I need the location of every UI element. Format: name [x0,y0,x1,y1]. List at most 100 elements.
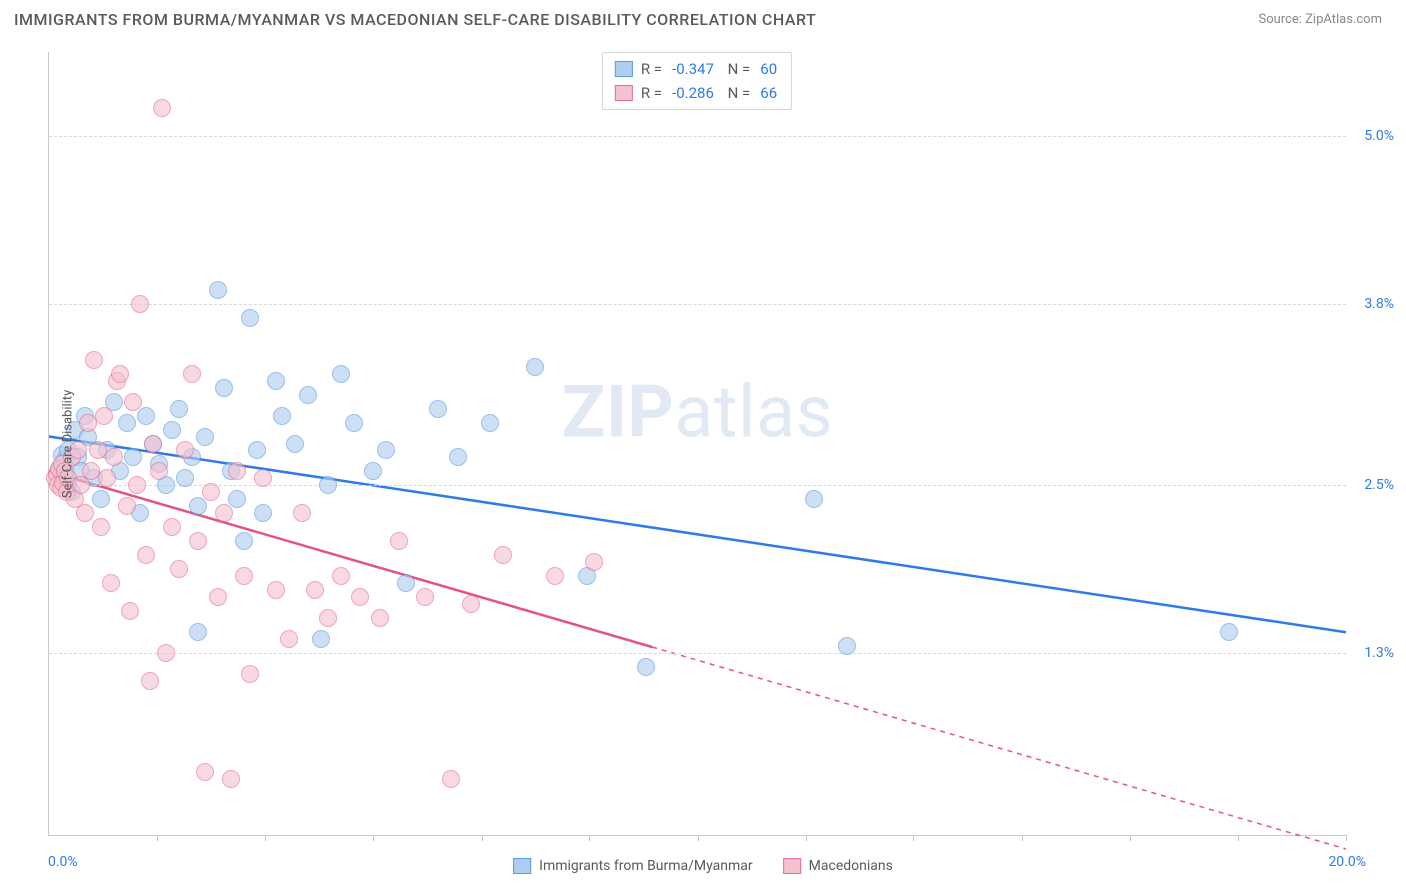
data-point [637,658,655,676]
data-point [332,567,350,585]
trend-lines [49,52,1346,835]
data-point [280,630,298,648]
data-point [273,407,291,425]
series-legend: Immigrants from Burma/Myanmar Macedonian… [513,858,893,874]
data-point [494,546,512,564]
x-tick [1022,835,1023,841]
data-point [416,588,434,606]
data-point [124,448,142,466]
x-tick [157,835,158,841]
chart-plot-area: ZIPatlas 1.3%2.5%3.8%5.0% Self-Care Disa… [48,52,1346,836]
data-point [235,567,253,585]
data-point [196,763,214,781]
chart-header: IMMIGRANTS FROM BURMA/MYANMAR VS MACEDON… [0,0,1406,35]
chart-title: IMMIGRANTS FROM BURMA/MYANMAR VS MACEDON… [14,10,816,29]
data-point [121,602,139,620]
x-tick [373,835,374,841]
data-point [442,770,460,788]
data-point [85,351,103,369]
data-point [397,574,415,592]
data-point [390,532,408,550]
data-point [118,497,136,515]
data-point [189,497,207,515]
data-point [286,435,304,453]
data-point [209,281,227,299]
data-point [215,504,233,522]
data-point [267,372,285,390]
data-point [95,407,113,425]
data-point [76,504,94,522]
y-tick-label: 1.3% [1364,645,1394,661]
data-point [150,462,168,480]
data-point [105,448,123,466]
y-axis-title: Self-Care Disability [61,390,76,498]
correlation-legend: R = -0.347 N = 60 R = -0.286 N = 66 [602,52,792,110]
data-point [111,365,129,383]
data-point [1220,623,1238,641]
legend-row: R = -0.347 N = 60 [615,57,779,81]
legend-label: Macedonians [809,858,893,874]
data-point [92,518,110,536]
data-point [319,476,337,494]
y-tick-label: 5.0% [1364,128,1394,144]
gridline [49,653,1346,654]
data-point [170,400,188,418]
r-value: -0.347 [672,57,714,81]
data-point [163,518,181,536]
data-point [183,365,201,383]
data-point [526,358,544,376]
data-point [254,469,272,487]
x-tick [1346,835,1347,841]
data-point [254,504,272,522]
data-point [351,588,369,606]
data-point [170,560,188,578]
y-tick-label: 3.8% [1364,296,1394,312]
data-point [202,483,220,501]
gridline [49,304,1346,305]
source-label: Source: ZipAtlas.com [1258,12,1382,27]
x-tick [589,835,590,841]
data-point [241,309,259,327]
r-value: -0.286 [672,81,714,105]
swatch-blue [513,858,531,874]
legend-label: Immigrants from Burma/Myanmar [539,858,753,874]
data-point [267,581,285,599]
n-value: 66 [760,81,777,105]
n-value: 60 [760,57,777,81]
data-point [429,400,447,418]
data-point [163,421,181,439]
data-point [364,462,382,480]
x-tick [698,835,699,841]
data-point [449,448,467,466]
data-point [299,386,317,404]
data-point [805,490,823,508]
data-point [209,588,227,606]
data-point [332,365,350,383]
x-tick [482,835,483,841]
x-tick [806,835,807,841]
data-point [838,637,856,655]
data-point [293,504,311,522]
data-point [215,379,233,397]
data-point [462,595,480,613]
data-point [228,490,246,508]
x-axis-max: 20.0% [1328,854,1366,870]
x-tick [1238,835,1239,841]
legend-item: Immigrants from Burma/Myanmar [513,858,753,874]
data-point [98,469,116,487]
data-point [92,490,110,508]
data-point [118,414,136,432]
data-point [371,609,389,627]
data-point [137,546,155,564]
gridline [49,136,1346,137]
swatch-pink [783,858,801,874]
legend-row: R = -0.286 N = 66 [615,81,779,105]
x-tick [1130,835,1131,841]
data-point [189,532,207,550]
data-point [377,441,395,459]
x-tick [913,835,914,841]
data-point [248,441,266,459]
swatch-pink [615,85,633,101]
data-point [141,672,159,690]
data-point [131,295,149,313]
